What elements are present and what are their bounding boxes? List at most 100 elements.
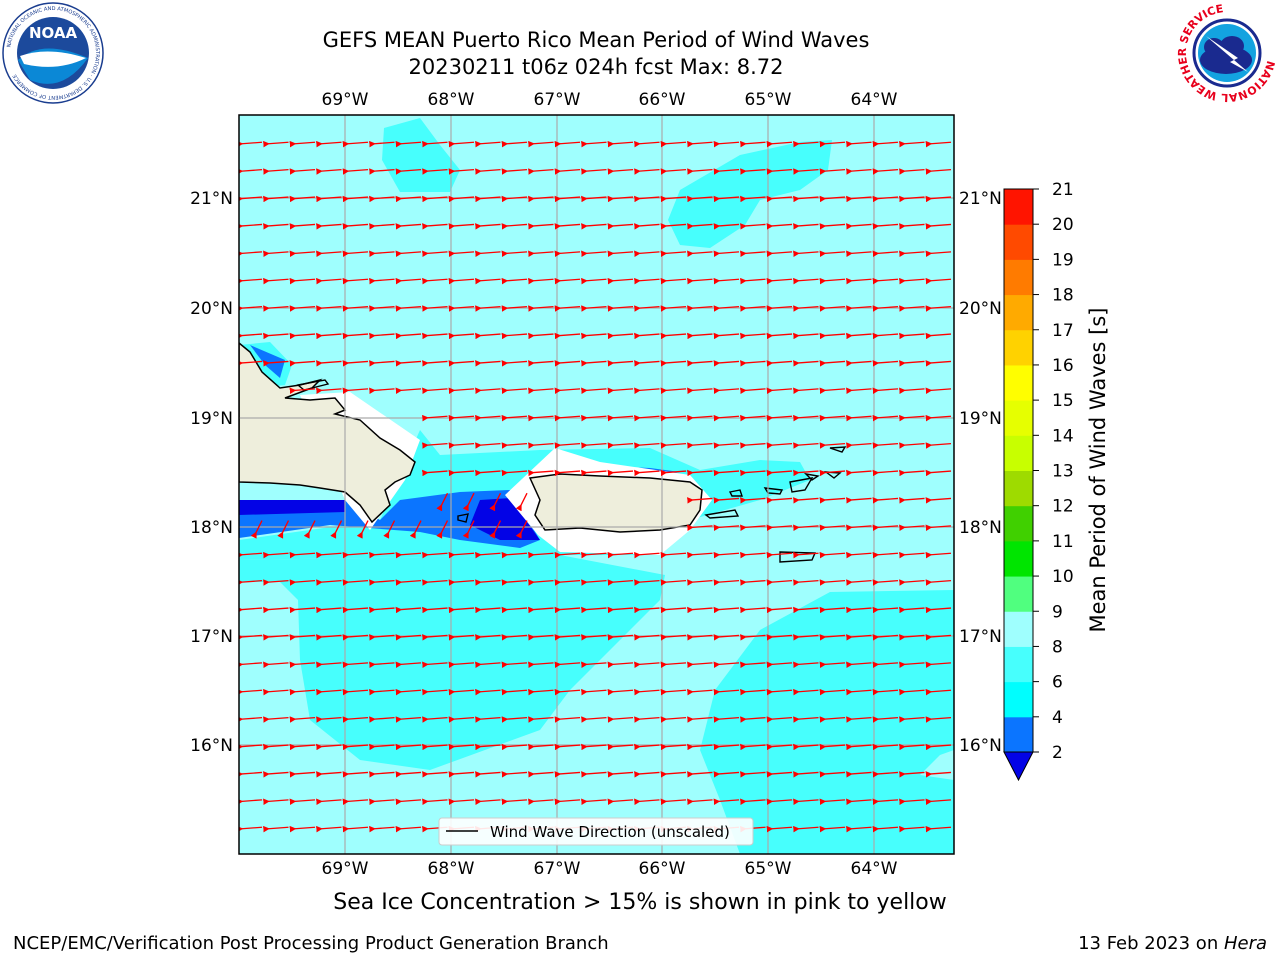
colorbar-bin bbox=[1004, 646, 1033, 683]
wind-wave-arrow bbox=[239, 798, 263, 805]
wind-wave-arrow bbox=[263, 798, 289, 805]
wind-wave-arrow bbox=[316, 716, 342, 723]
wind-wave-arrow bbox=[448, 469, 475, 477]
wind-wave-arrow bbox=[634, 332, 660, 340]
wind-wave-arrow bbox=[395, 771, 422, 778]
wind-wave-arrow bbox=[554, 250, 581, 257]
wind-wave-arrow bbox=[846, 277, 872, 285]
wind-wave-arrow bbox=[289, 688, 316, 696]
wind-wave-arrow bbox=[793, 743, 819, 751]
land-small-islands bbox=[296, 379, 847, 563]
wind-wave-arrow bbox=[660, 277, 687, 285]
wind-wave-arrow bbox=[422, 332, 448, 340]
wind-wave-arrow bbox=[687, 168, 713, 175]
wind-wave-arrow bbox=[289, 606, 316, 614]
wind-wave-arrow bbox=[501, 168, 528, 175]
colorbar-bin bbox=[1004, 681, 1033, 718]
wind-wave-arrow bbox=[581, 250, 607, 257]
wind-wave-arrow bbox=[342, 305, 369, 312]
wind-wave-arrow bbox=[239, 223, 263, 230]
colorbar-tick-label: 17 bbox=[1052, 321, 1074, 341]
lat-label-right: 17°N bbox=[959, 627, 1002, 647]
wind-wave-arrow bbox=[475, 771, 501, 778]
wind-wave-arrow bbox=[395, 661, 422, 668]
wind-wave-arrow bbox=[475, 223, 501, 230]
wind-wave-arrow bbox=[899, 305, 925, 312]
wind-wave-arrow bbox=[819, 140, 846, 148]
wind-wave-arrow bbox=[899, 579, 925, 586]
wind-wave-arrow bbox=[793, 606, 819, 614]
wind-wave-arrow bbox=[819, 825, 846, 833]
wind-wave-arrow bbox=[489, 492, 502, 512]
wind-wave-arrow bbox=[448, 195, 475, 203]
wind-wave-arrow bbox=[766, 743, 793, 751]
wind-wave-arrow bbox=[766, 661, 793, 668]
wind-wave-arrow bbox=[925, 661, 952, 668]
wind-wave-arrow bbox=[289, 771, 316, 778]
wind-wave-arrow bbox=[369, 250, 395, 257]
wind-wave-arrow bbox=[501, 442, 528, 449]
wind-wave-arrow bbox=[766, 387, 793, 394]
wind-wave-arrow bbox=[289, 250, 316, 257]
wind-wave-arrow bbox=[872, 168, 899, 175]
wind-wave-arrow bbox=[819, 168, 846, 175]
wind-wave-arrow bbox=[239, 688, 263, 696]
wind-wave-arrow bbox=[819, 634, 846, 641]
wind-wave-arrow bbox=[581, 195, 607, 203]
wind-wave-arrow bbox=[554, 387, 581, 394]
wind-wave-arrow bbox=[766, 414, 793, 422]
colorbar: 2 4 6 8 9 10 11 12 13 14 15 16 17 18 19 20 21 bbox=[1003, 180, 1074, 782]
wind-wave-arrow bbox=[528, 551, 554, 559]
wind-wave-arrow bbox=[581, 387, 607, 394]
wind-wave-arrow bbox=[369, 168, 395, 175]
wind-wave-arrow bbox=[369, 743, 395, 751]
wind-wave-arrow bbox=[501, 414, 528, 422]
wind-wave-arrow bbox=[528, 414, 554, 422]
wind-wave-arrow bbox=[740, 524, 766, 531]
wind-wave-arrow bbox=[330, 520, 343, 539]
wind-wave-arrow bbox=[793, 223, 819, 230]
wind-wave-arrow bbox=[475, 716, 501, 723]
lat-label-left: 19°N bbox=[190, 409, 233, 429]
wind-wave-arrow bbox=[342, 688, 369, 696]
wind-wave-arrow bbox=[793, 168, 819, 175]
wind-wave-arrow bbox=[872, 332, 899, 340]
wind-wave-arrow bbox=[263, 140, 289, 148]
wind-wave-arrow bbox=[687, 223, 713, 230]
wind-wave-arrow bbox=[528, 277, 554, 285]
wind-wave-arrow bbox=[475, 661, 501, 668]
wind-wave-arrow bbox=[501, 798, 528, 805]
wind-wave-arrow bbox=[475, 579, 501, 586]
wind-wave-arrow bbox=[316, 771, 342, 778]
wind-wave-arrow bbox=[899, 524, 925, 531]
wind-wave-arrow bbox=[687, 579, 713, 586]
wind-wave-arrow bbox=[489, 520, 502, 539]
wind-wave-arrow bbox=[660, 798, 687, 805]
wind-wave-arrow bbox=[713, 661, 740, 668]
colorbar-tick-label: 13 bbox=[1052, 462, 1074, 482]
wind-wave-arrow bbox=[634, 195, 660, 203]
wind-wave-arrow bbox=[872, 606, 899, 614]
wind-wave-arrow bbox=[239, 551, 263, 559]
wind-wave-arrow bbox=[846, 634, 872, 641]
wind-wave-arrow bbox=[501, 277, 528, 285]
wind-wave-arrow bbox=[819, 743, 846, 751]
wind-wave-arrow bbox=[740, 442, 766, 449]
wind-wave-arrow bbox=[342, 634, 369, 641]
wind-wave-arrow bbox=[819, 195, 846, 203]
wind-wave-arrow bbox=[713, 524, 740, 531]
wind-wave-arrow bbox=[793, 469, 819, 477]
wind-wave-arrow bbox=[342, 743, 369, 751]
colorbar-bin bbox=[1004, 400, 1033, 436]
wind-wave-arrow bbox=[634, 414, 660, 422]
wind-wave-arrow bbox=[713, 360, 740, 367]
wind-wave-arrow bbox=[342, 606, 369, 614]
wind-wave-arrow bbox=[899, 771, 925, 778]
wind-wave-arrow bbox=[713, 277, 740, 285]
wind-wave-arrow bbox=[501, 250, 528, 257]
wind-wave-arrow bbox=[554, 798, 581, 805]
wind-wave-arrow bbox=[740, 497, 766, 504]
wind-wave-arrow bbox=[263, 606, 289, 614]
wind-wave-arrow bbox=[607, 551, 634, 559]
wind-wave-arrow bbox=[793, 634, 819, 641]
